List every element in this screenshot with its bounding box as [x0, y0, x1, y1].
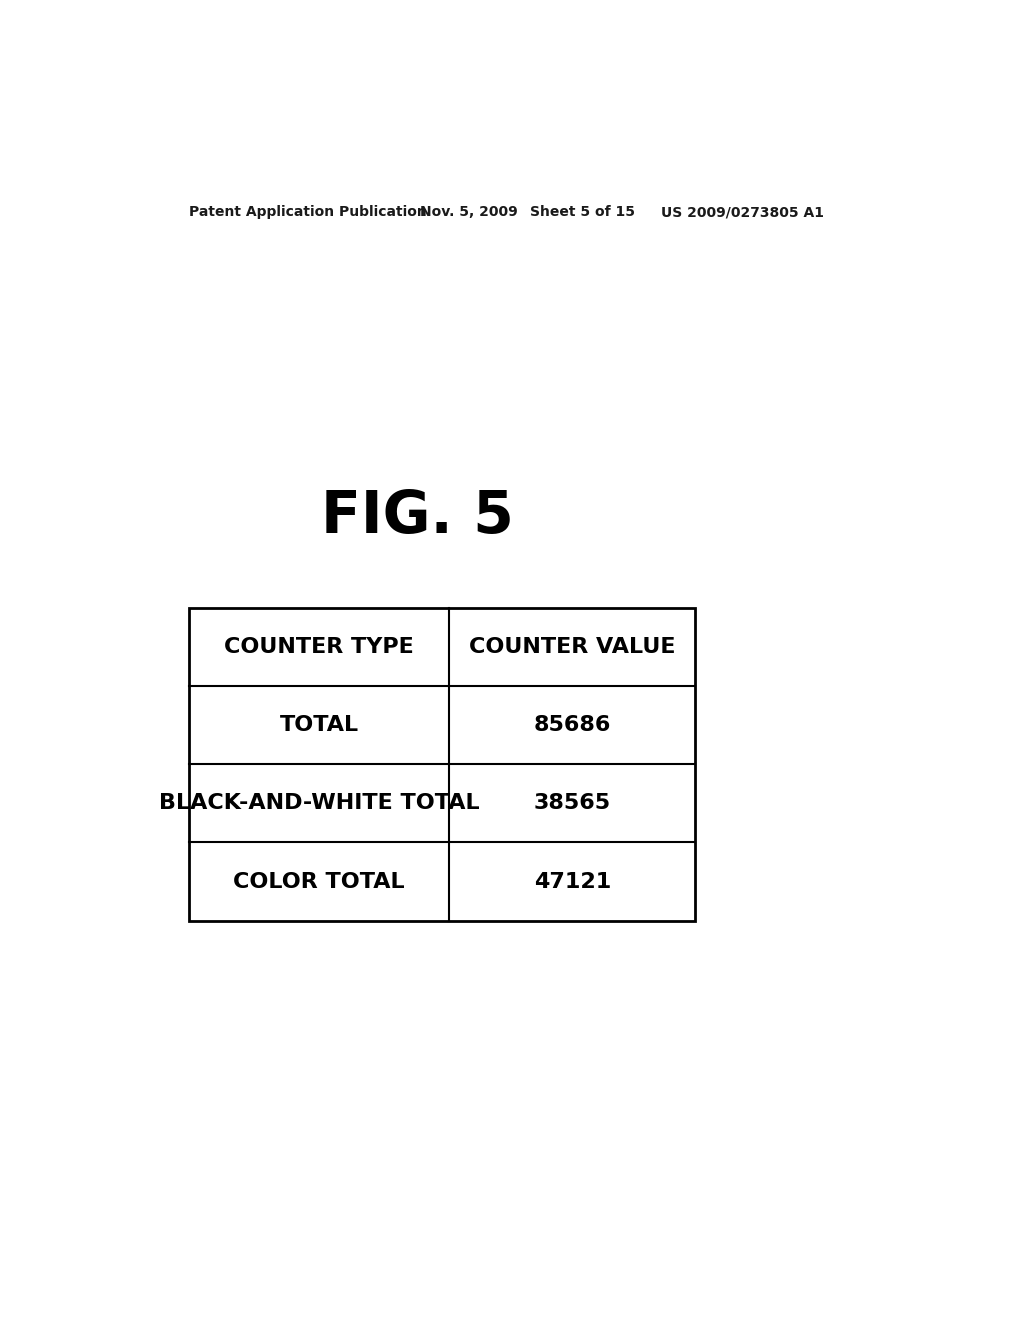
- Text: FIG. 5: FIG. 5: [322, 487, 514, 545]
- Bar: [189, 607, 695, 921]
- Text: BLACK-AND-WHITE TOTAL: BLACK-AND-WHITE TOTAL: [159, 793, 479, 813]
- Text: COUNTER VALUE: COUNTER VALUE: [469, 636, 676, 657]
- Text: 38565: 38565: [534, 793, 611, 813]
- Text: Sheet 5 of 15: Sheet 5 of 15: [529, 206, 635, 219]
- Text: COUNTER TYPE: COUNTER TYPE: [224, 636, 414, 657]
- Text: Patent Application Publication: Patent Application Publication: [189, 206, 427, 219]
- Text: Nov. 5, 2009: Nov. 5, 2009: [420, 206, 518, 219]
- Text: TOTAL: TOTAL: [280, 715, 358, 735]
- Text: 85686: 85686: [534, 715, 611, 735]
- Text: COLOR TOTAL: COLOR TOTAL: [233, 871, 406, 891]
- Text: 47121: 47121: [534, 871, 611, 891]
- Text: US 2009/0273805 A1: US 2009/0273805 A1: [662, 206, 824, 219]
